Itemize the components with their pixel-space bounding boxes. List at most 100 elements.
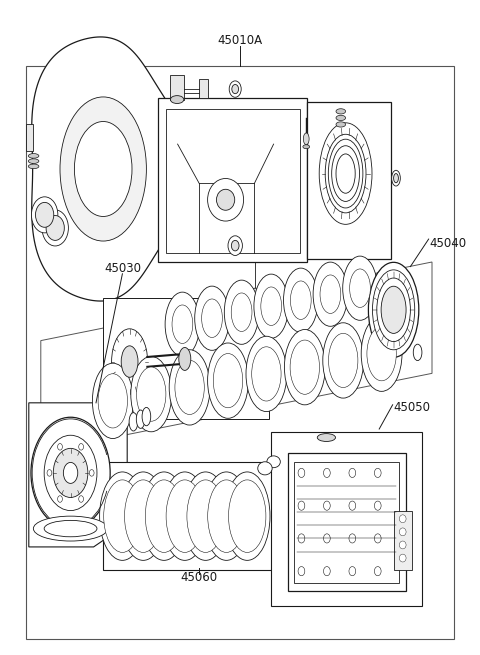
Ellipse shape — [246, 336, 287, 411]
Ellipse shape — [142, 407, 151, 426]
Ellipse shape — [63, 462, 78, 483]
Ellipse shape — [324, 534, 330, 543]
Ellipse shape — [261, 287, 282, 326]
Ellipse shape — [324, 501, 330, 510]
Ellipse shape — [31, 196, 58, 233]
Ellipse shape — [399, 528, 406, 536]
Ellipse shape — [46, 215, 64, 240]
Ellipse shape — [349, 567, 356, 576]
Ellipse shape — [162, 472, 208, 561]
Ellipse shape — [298, 501, 305, 510]
Polygon shape — [41, 262, 432, 452]
Ellipse shape — [284, 268, 318, 332]
Ellipse shape — [328, 333, 358, 388]
Ellipse shape — [332, 146, 360, 202]
Ellipse shape — [225, 472, 270, 561]
Ellipse shape — [187, 480, 224, 552]
Ellipse shape — [381, 286, 406, 333]
Polygon shape — [29, 403, 127, 547]
Ellipse shape — [317, 434, 336, 441]
Ellipse shape — [131, 356, 172, 432]
Ellipse shape — [145, 480, 183, 552]
Ellipse shape — [170, 96, 184, 103]
Ellipse shape — [175, 360, 204, 415]
Ellipse shape — [107, 486, 138, 546]
Ellipse shape — [231, 293, 252, 331]
Ellipse shape — [298, 567, 305, 576]
Ellipse shape — [208, 480, 245, 552]
Ellipse shape — [28, 159, 39, 164]
Ellipse shape — [303, 133, 309, 145]
Bar — [158, 98, 307, 262]
Ellipse shape — [216, 189, 235, 210]
Ellipse shape — [98, 374, 128, 428]
Ellipse shape — [44, 520, 97, 537]
Polygon shape — [32, 37, 189, 301]
Polygon shape — [103, 462, 274, 570]
Ellipse shape — [169, 350, 210, 425]
Ellipse shape — [392, 170, 400, 186]
Ellipse shape — [53, 448, 88, 498]
Ellipse shape — [374, 468, 381, 477]
Ellipse shape — [313, 262, 348, 326]
Ellipse shape — [232, 486, 263, 546]
Ellipse shape — [58, 496, 62, 502]
Ellipse shape — [172, 305, 193, 343]
Ellipse shape — [120, 472, 166, 561]
Ellipse shape — [204, 472, 249, 561]
Ellipse shape — [413, 345, 422, 360]
Ellipse shape — [374, 567, 381, 576]
Text: 45050: 45050 — [394, 401, 431, 414]
Ellipse shape — [128, 486, 159, 546]
Ellipse shape — [399, 554, 406, 562]
Ellipse shape — [190, 486, 221, 546]
Bar — [307, 102, 391, 259]
Ellipse shape — [231, 240, 239, 251]
Ellipse shape — [377, 278, 410, 342]
Ellipse shape — [165, 292, 200, 356]
Ellipse shape — [28, 164, 39, 169]
Ellipse shape — [284, 329, 325, 405]
Ellipse shape — [141, 472, 187, 561]
Ellipse shape — [79, 496, 84, 502]
Ellipse shape — [124, 480, 162, 552]
Ellipse shape — [252, 346, 281, 401]
Ellipse shape — [179, 347, 191, 370]
Ellipse shape — [60, 97, 146, 241]
Ellipse shape — [298, 534, 305, 543]
Ellipse shape — [320, 275, 341, 314]
Polygon shape — [252, 308, 259, 321]
Ellipse shape — [148, 486, 180, 546]
Ellipse shape — [374, 534, 381, 543]
Ellipse shape — [303, 145, 310, 149]
Ellipse shape — [207, 343, 249, 419]
Ellipse shape — [349, 501, 356, 510]
Ellipse shape — [74, 122, 132, 216]
Bar — [166, 109, 300, 253]
Ellipse shape — [394, 174, 398, 183]
Bar — [288, 453, 406, 591]
Ellipse shape — [195, 286, 229, 350]
Ellipse shape — [104, 480, 141, 552]
Ellipse shape — [232, 84, 239, 94]
Ellipse shape — [213, 354, 243, 408]
Ellipse shape — [319, 123, 372, 224]
Ellipse shape — [42, 210, 69, 246]
Ellipse shape — [290, 340, 320, 394]
Ellipse shape — [361, 316, 402, 392]
Ellipse shape — [224, 280, 259, 345]
Ellipse shape — [336, 122, 346, 127]
Text: 45060: 45060 — [180, 571, 218, 584]
Ellipse shape — [328, 140, 363, 208]
Ellipse shape — [183, 472, 228, 561]
Ellipse shape — [250, 288, 261, 297]
Ellipse shape — [367, 327, 396, 381]
Bar — [394, 511, 412, 570]
Ellipse shape — [324, 468, 330, 477]
Ellipse shape — [79, 443, 84, 450]
Ellipse shape — [169, 486, 200, 546]
Ellipse shape — [258, 462, 272, 475]
Ellipse shape — [325, 134, 366, 213]
Ellipse shape — [112, 329, 148, 394]
Ellipse shape — [298, 468, 305, 477]
